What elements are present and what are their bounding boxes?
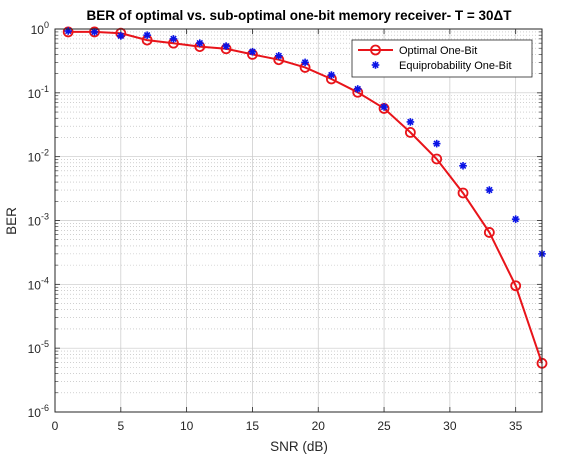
data-point-optimal: [404, 126, 416, 138]
asterisk-stroke: [301, 59, 309, 66]
y-tick-exponent: -4: [41, 275, 49, 285]
asterisk-stroke: [433, 140, 440, 147]
y-tick-exponent: -6: [41, 403, 49, 413]
data-point-equiprobability: [485, 186, 494, 194]
data-point-equiprobability: [248, 47, 257, 56]
data-point-equiprobability: [459, 161, 467, 170]
y-tick-exponent: 0: [44, 20, 49, 30]
data-point-optimal: [457, 187, 469, 199]
data-point-optimal: [483, 227, 495, 238]
legend-marker-equiprobability: [371, 61, 380, 69]
data-point-equiprobability: [353, 85, 362, 93]
legend-label-equiprobability: Equiprobability One-Bit: [399, 60, 512, 72]
y-tick-exponent: -1: [41, 84, 49, 94]
data-point-equiprobability: [222, 42, 230, 50]
x-tick-label: 10: [180, 419, 194, 433]
asterisk-stroke: [380, 103, 388, 111]
x-tick-label: 30: [443, 419, 457, 433]
data-point-equiprobability: [511, 215, 520, 223]
data-point-equiprobability: [143, 31, 151, 39]
legend-asterisk-icon: [371, 61, 380, 69]
x-tick-label: 15: [246, 419, 260, 433]
asterisk-stroke: [143, 31, 151, 39]
asterisk-stroke: [354, 85, 361, 93]
y-tick-exponent: -2: [41, 148, 49, 158]
y-axis-label: BER: [4, 207, 19, 235]
legend: Optimal One-Bit Equiprobability One-Bit: [351, 39, 533, 78]
y-tick-exponent: -5: [41, 339, 49, 349]
asterisk-stroke: [222, 42, 230, 50]
data-point-optimal: [510, 280, 522, 292]
data-point-equiprobability: [195, 39, 204, 47]
data-point-equiprobability: [274, 52, 283, 60]
asterisk-stroke: [512, 215, 519, 223]
asterisk-stroke: [170, 35, 177, 43]
x-tick-label: 0: [52, 419, 59, 433]
asterisk-stroke: [91, 28, 98, 36]
asterisk-stroke: [196, 39, 204, 47]
asterisk-stroke: [459, 162, 467, 170]
data-point-optimal: [431, 153, 443, 165]
x-tick-label: 25: [377, 419, 391, 433]
data-point-optimal: [89, 26, 100, 38]
asterisk-stroke: [486, 186, 493, 194]
data-point-equiprobability: [169, 35, 178, 43]
data-point-equiprobability: [380, 103, 388, 111]
x-tick-label: 5: [117, 419, 124, 433]
data-point-equiprobability: [64, 27, 72, 35]
y-tick-exponent: -3: [41, 212, 49, 222]
asterisk-stroke: [372, 61, 379, 69]
asterisk-stroke: [275, 52, 283, 60]
x-tick-label: 35: [509, 419, 523, 433]
asterisk-stroke: [117, 32, 125, 40]
data-point-equiprobability: [327, 71, 336, 79]
asterisk-stroke: [407, 118, 414, 126]
x-axis-label: SNR (dB): [270, 439, 328, 454]
legend-marker-optimal: [370, 44, 381, 56]
series-layer: [62, 26, 548, 369]
asterisk-stroke: [328, 71, 335, 79]
legend-box: [351, 39, 533, 78]
x-tick-labels: 0 5 10 15 20 25 30 35: [52, 419, 523, 433]
data-point-equiprobability: [406, 118, 415, 126]
data-point-equiprobability: [117, 32, 125, 40]
data-point-equiprobability: [432, 139, 441, 148]
x-tick-label: 20: [312, 419, 326, 433]
data-point-equiprobability: [301, 58, 309, 67]
asterisk-stroke: [249, 48, 256, 56]
chart-title: BER of optimal vs. sub-optimal one-bit m…: [87, 8, 513, 23]
plot-frame: [54, 28, 543, 413]
legend-label-optimal: Optimal One-Bit: [399, 45, 477, 57]
series-line-optimal: [68, 30, 543, 364]
